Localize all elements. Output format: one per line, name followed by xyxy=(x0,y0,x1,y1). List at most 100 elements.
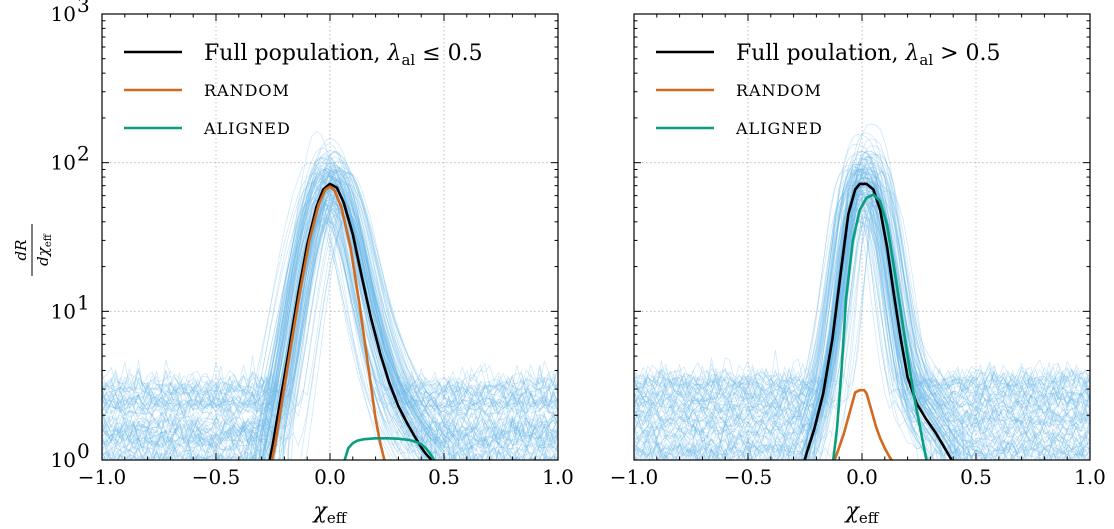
legend: Full poulation, λal > 0.5 RANDOM ALIGNED xyxy=(656,41,1001,138)
posterior-draw-line xyxy=(806,182,955,460)
posterior-draw-line xyxy=(106,200,558,460)
posterior-draw-line xyxy=(797,199,1050,460)
posterior-draw-line xyxy=(814,191,936,460)
posterior-draw-line xyxy=(634,156,1090,410)
posterior-draw-line xyxy=(102,207,558,388)
posterior-draw-line xyxy=(634,138,1090,454)
posterior-draw-line xyxy=(115,199,558,460)
x-tick-label: 0.0 xyxy=(314,465,346,489)
posterior-draw-line xyxy=(103,173,550,460)
posterior-draw-line xyxy=(102,167,558,442)
posterior-draw-line xyxy=(811,191,954,460)
posterior-draw-line xyxy=(804,197,956,460)
posterior-draw-line xyxy=(102,162,558,450)
posterior-draw-line xyxy=(287,173,445,460)
posterior-draw-line xyxy=(634,166,1087,460)
posterior-draw-line xyxy=(128,153,558,460)
posterior-draw-line xyxy=(102,170,558,390)
posterior-draw-line xyxy=(634,221,1090,400)
posterior-draw-line xyxy=(805,168,918,460)
posterior-draw-line xyxy=(102,170,558,409)
posterior-draw-line xyxy=(282,170,437,460)
posterior-draw-line xyxy=(634,215,1090,437)
x-tick-label: 0.5 xyxy=(428,465,460,489)
posterior-draw-line xyxy=(634,166,1090,387)
posterior-draw-line xyxy=(273,216,398,460)
aligned-line xyxy=(343,436,436,460)
posterior-draw-line xyxy=(809,132,952,460)
posterior-draw-line xyxy=(102,150,558,434)
y-tick-exponent: 1 xyxy=(77,290,90,314)
x-axis: −1.0 −0.5 0.0 0.5 1.0 χeff xyxy=(78,14,574,527)
posterior-draw-line xyxy=(634,134,1090,406)
posterior-draw-line xyxy=(634,163,1090,415)
posterior-draw-line xyxy=(634,190,1090,460)
posterior-draw-line xyxy=(805,168,942,460)
posterior-draw-line xyxy=(258,147,425,460)
right-panel: −1.0 −0.5 0.0 0.5 1.0 χeff Full poulation, λal… xyxy=(610,13,1106,527)
x-tick-label: 1.0 xyxy=(1074,465,1106,489)
posterior-draw-line xyxy=(798,186,958,460)
posterior-draw-line xyxy=(634,180,1090,457)
posterior-draw-line xyxy=(634,168,1090,393)
posterior-draw-line xyxy=(102,208,552,460)
posterior-draws xyxy=(102,131,558,460)
posterior-draw-line xyxy=(300,214,420,460)
posterior-draw-line xyxy=(634,191,1090,460)
posterior-draw-line xyxy=(102,199,558,460)
posterior-draw-line xyxy=(814,177,1090,460)
x-tick-label: 0.5 xyxy=(960,465,992,489)
posterior-draw-line xyxy=(270,180,454,460)
posterior-draw-line xyxy=(656,168,973,460)
posterior-draw-line xyxy=(807,199,987,460)
posterior-draw-line xyxy=(634,200,1090,457)
posterior-draw-line xyxy=(634,176,1090,391)
posterior-draw-line xyxy=(102,169,558,413)
posterior-draw-line xyxy=(102,169,558,397)
posterior-draw-line xyxy=(634,177,1090,428)
posterior-draw-line xyxy=(265,203,428,460)
posterior-draw-line xyxy=(262,190,437,460)
posterior-draw-line xyxy=(835,206,928,460)
posterior-draw-line xyxy=(643,157,1087,460)
x-tick-label: −0.5 xyxy=(192,465,241,489)
posterior-draw-line xyxy=(102,188,558,417)
grid xyxy=(102,14,558,460)
posterior-draw-line xyxy=(657,167,1080,460)
x-tick-label: −0.5 xyxy=(724,465,773,489)
posterior-draw-line xyxy=(634,154,1090,390)
posterior-draw-line xyxy=(634,207,1090,402)
posterior-draws xyxy=(634,123,1090,460)
plot-area xyxy=(634,123,1090,460)
legend-label: RANDOM xyxy=(736,81,822,100)
posterior-draw-line xyxy=(634,194,1090,409)
posterior-draw-line xyxy=(634,151,1090,402)
posterior-draw-line xyxy=(634,150,1090,402)
random-line xyxy=(832,388,894,460)
posterior-draw-line xyxy=(634,170,1090,446)
posterior-draw-line xyxy=(634,198,1090,444)
posterior-draw-line xyxy=(807,182,963,460)
posterior-draw-line xyxy=(102,162,558,460)
posterior-draw-line xyxy=(102,196,547,460)
posterior-draw-line xyxy=(106,215,558,460)
posterior-draw-line xyxy=(801,169,928,460)
posterior-draw-line xyxy=(229,151,457,460)
x-tick-label: 1.0 xyxy=(542,465,574,489)
posterior-draw-line xyxy=(634,158,1090,451)
posterior-draw-line xyxy=(102,207,558,436)
posterior-draw-line xyxy=(279,211,428,460)
posterior-draw-line xyxy=(634,190,1090,430)
posterior-draw-line xyxy=(102,183,558,435)
posterior-draw-line xyxy=(102,164,558,429)
posterior-draw-line xyxy=(634,156,1090,460)
x-axis-label: χeff xyxy=(312,499,348,527)
posterior-draw-line xyxy=(102,221,558,460)
posterior-draw-line xyxy=(102,193,558,395)
posterior-draw-line xyxy=(102,207,558,460)
posterior-draw-line xyxy=(747,150,952,460)
posterior-draw-line xyxy=(634,171,1090,410)
full-population-line xyxy=(803,182,953,460)
posterior-draw-line xyxy=(102,177,558,460)
